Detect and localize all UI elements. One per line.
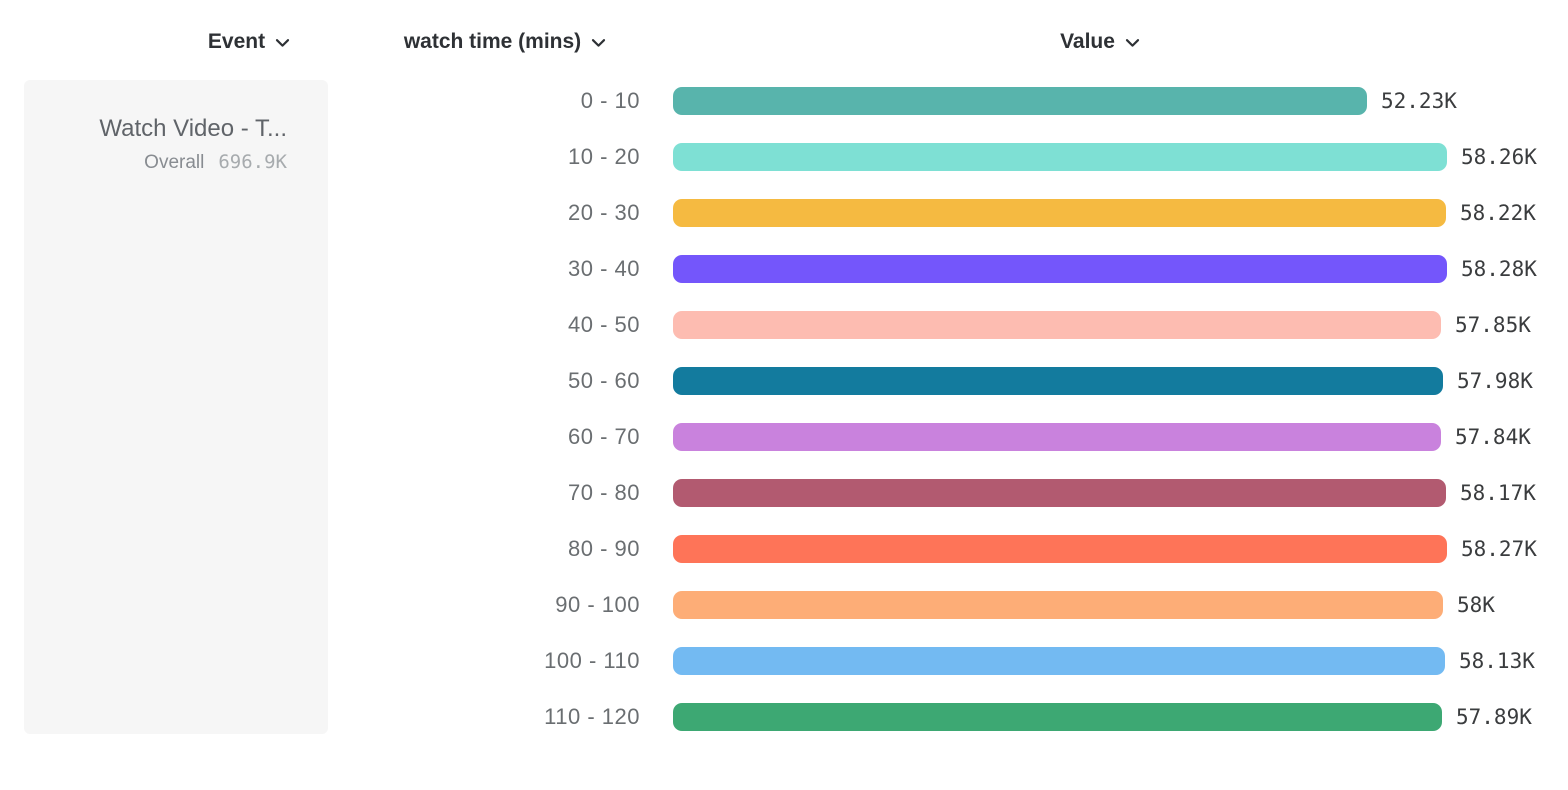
value-label: 57.89K — [1456, 705, 1532, 729]
overall-row: Overall 696.9K — [24, 151, 287, 174]
value-label: 58K — [1457, 593, 1495, 617]
chart-row: 30 - 40 58.28K — [0, 241, 1568, 297]
bucket-label: 0 - 10 — [580, 88, 640, 113]
value-label: 58.17K — [1460, 481, 1536, 505]
bucket-label: 70 - 80 — [568, 480, 640, 505]
bucket-label: 100 - 110 — [544, 648, 640, 673]
value-label: 58.27K — [1461, 537, 1537, 561]
value-label: 58.26K — [1461, 145, 1537, 169]
value-bar[interactable] — [673, 311, 1441, 339]
value-bar[interactable] — [673, 87, 1367, 115]
value-bar[interactable] — [673, 703, 1442, 731]
overall-value: 696.9K — [218, 151, 287, 173]
bucket-label: 110 - 120 — [544, 704, 640, 729]
chart-row: 80 - 90 58.27K — [0, 521, 1568, 577]
chart-row: 0 - 10 52.23K — [0, 73, 1568, 129]
chart-row: 90 - 100 58K — [0, 577, 1568, 633]
chart-row: 10 - 20 58.26K — [0, 129, 1568, 185]
chevron-down-icon — [591, 36, 606, 48]
bar-chart-rows: 0 - 10 52.23K 10 - 20 58.26K 20 - 30 58.22K 30… — [0, 73, 1568, 745]
chart-row: 100 - 110 58.13K — [0, 633, 1568, 689]
event-column-label: Event — [207, 30, 266, 53]
chart-row: 70 - 80 58.17K — [0, 465, 1568, 521]
value-label: 58.28K — [1461, 257, 1537, 281]
breakdown-column-header[interactable]: watch time (mins) — [355, 27, 655, 57]
bucket-label: 80 - 90 — [568, 536, 640, 561]
bucket-label: 60 - 70 — [568, 424, 640, 449]
value-label: 57.84K — [1455, 425, 1531, 449]
bucket-label: 40 - 50 — [568, 312, 640, 337]
value-label: 58.13K — [1459, 649, 1535, 673]
value-bar[interactable] — [673, 535, 1447, 563]
event-summary-card[interactable]: Watch Video - T... Overall 696.9K — [24, 80, 328, 734]
event-name: Watch Video - T... — [99, 115, 287, 142]
chart-row: 110 - 120 57.89K — [0, 689, 1568, 745]
value-bar[interactable] — [673, 199, 1446, 227]
value-bar[interactable] — [673, 367, 1443, 395]
value-bar[interactable] — [673, 143, 1447, 171]
chevron-down-icon — [275, 36, 290, 48]
value-label: 52.23K — [1381, 89, 1457, 113]
value-column-label: Value — [1060, 30, 1115, 53]
bucket-label: 30 - 40 — [568, 256, 640, 281]
value-label: 58.22K — [1460, 201, 1536, 225]
value-bar[interactable] — [673, 591, 1443, 619]
bucket-label: 20 - 30 — [568, 200, 640, 225]
bucket-label: 90 - 100 — [555, 592, 640, 617]
value-bar[interactable] — [673, 647, 1445, 675]
bucket-label: 10 - 20 — [568, 144, 640, 169]
chart-row: 20 - 30 58.22K — [0, 185, 1568, 241]
chart-row: 40 - 50 57.85K — [0, 297, 1568, 353]
value-column-header[interactable]: Value — [1000, 27, 1200, 57]
value-bar[interactable] — [673, 255, 1447, 283]
chart-row: 50 - 60 57.98K — [0, 353, 1568, 409]
value-label: 57.98K — [1457, 369, 1533, 393]
bucket-label: 50 - 60 — [568, 368, 640, 393]
overall-label: Overall — [144, 152, 205, 173]
value-bar[interactable] — [673, 479, 1446, 507]
breakdown-column-label: watch time (mins) — [403, 30, 582, 53]
value-bar[interactable] — [673, 423, 1441, 451]
value-label: 57.85K — [1455, 313, 1531, 337]
event-column-header[interactable]: Event — [149, 27, 349, 57]
chart-row: 60 - 70 57.84K — [0, 409, 1568, 465]
chevron-down-icon — [1125, 36, 1140, 48]
